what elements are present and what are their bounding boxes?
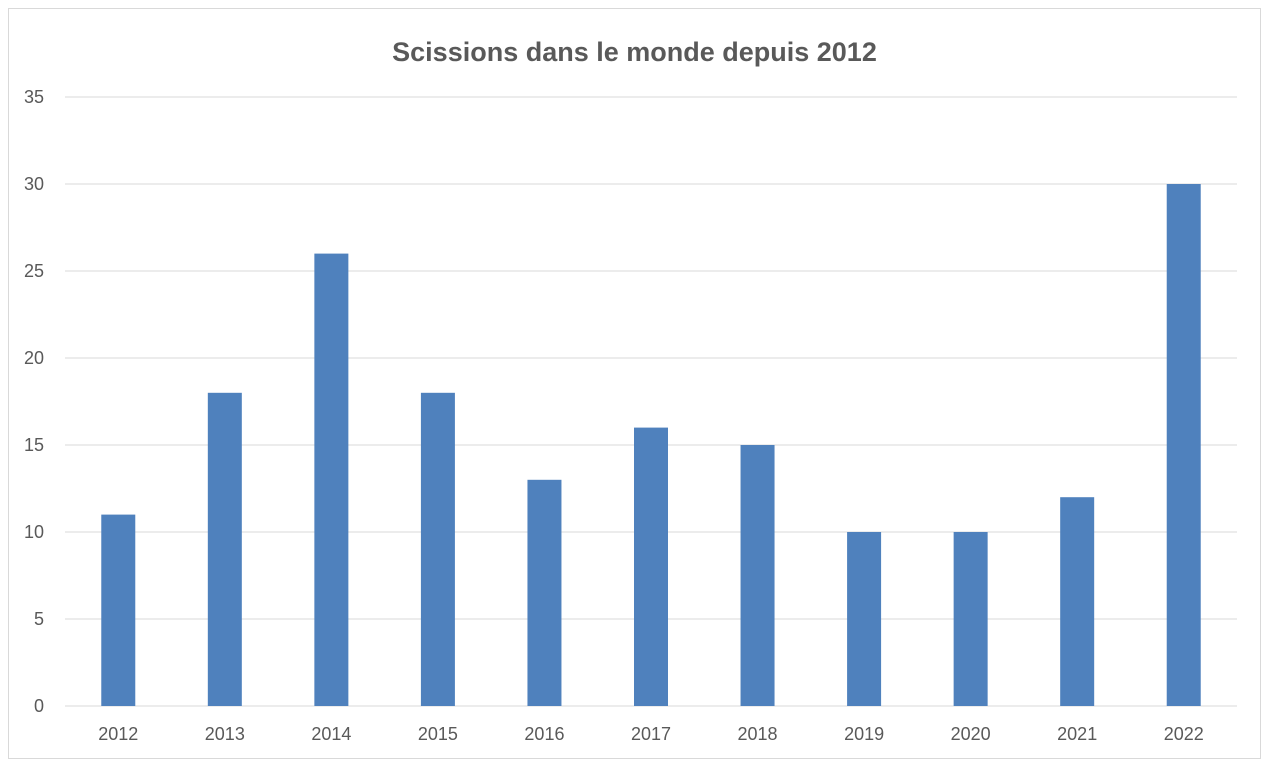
bar-2018: [740, 445, 775, 706]
bars: [101, 184, 1201, 706]
bar-2021: [1060, 497, 1095, 706]
x-tick-label: 2019: [844, 724, 884, 744]
y-tick-label: 5: [34, 609, 44, 629]
y-tick-label: 0: [34, 696, 44, 716]
bar-2020: [953, 532, 988, 706]
x-axis-ticks: 2012 2013 2014 2015 2016 2017 2018 2019 2020 2021…: [98, 724, 1204, 744]
bar-2022: [1166, 184, 1201, 706]
y-tick-label: 35: [24, 87, 44, 107]
bar-2019: [847, 532, 882, 706]
x-tick-label: 2020: [951, 724, 991, 744]
y-tick-label: 15: [24, 435, 44, 455]
bar-2016: [527, 479, 562, 706]
y-tick-label: 30: [24, 174, 44, 194]
x-tick-label: 2022: [1164, 724, 1204, 744]
y-axis-ticks: 0 5 10 15 20 25 30 35: [24, 87, 44, 716]
x-tick-label: 2021: [1057, 724, 1097, 744]
bar-2014: [314, 253, 349, 706]
x-tick-label: 2013: [205, 724, 245, 744]
x-tick-label: 2018: [738, 724, 778, 744]
x-tick-label: 2017: [631, 724, 671, 744]
y-tick-label: 25: [24, 261, 44, 281]
x-tick-label: 2014: [311, 724, 351, 744]
bar-2017: [634, 427, 668, 706]
y-tick-label: 20: [24, 348, 44, 368]
bar-2015: [420, 392, 455, 706]
x-tick-label: 2016: [524, 724, 564, 744]
bar-2013: [207, 392, 242, 706]
x-tick-label: 2015: [418, 724, 458, 744]
y-tick-label: 10: [24, 522, 44, 542]
chart-title: Scissions dans le monde depuis 2012: [392, 37, 877, 67]
x-tick-label: 2012: [98, 724, 138, 744]
bar-2012: [101, 514, 136, 706]
